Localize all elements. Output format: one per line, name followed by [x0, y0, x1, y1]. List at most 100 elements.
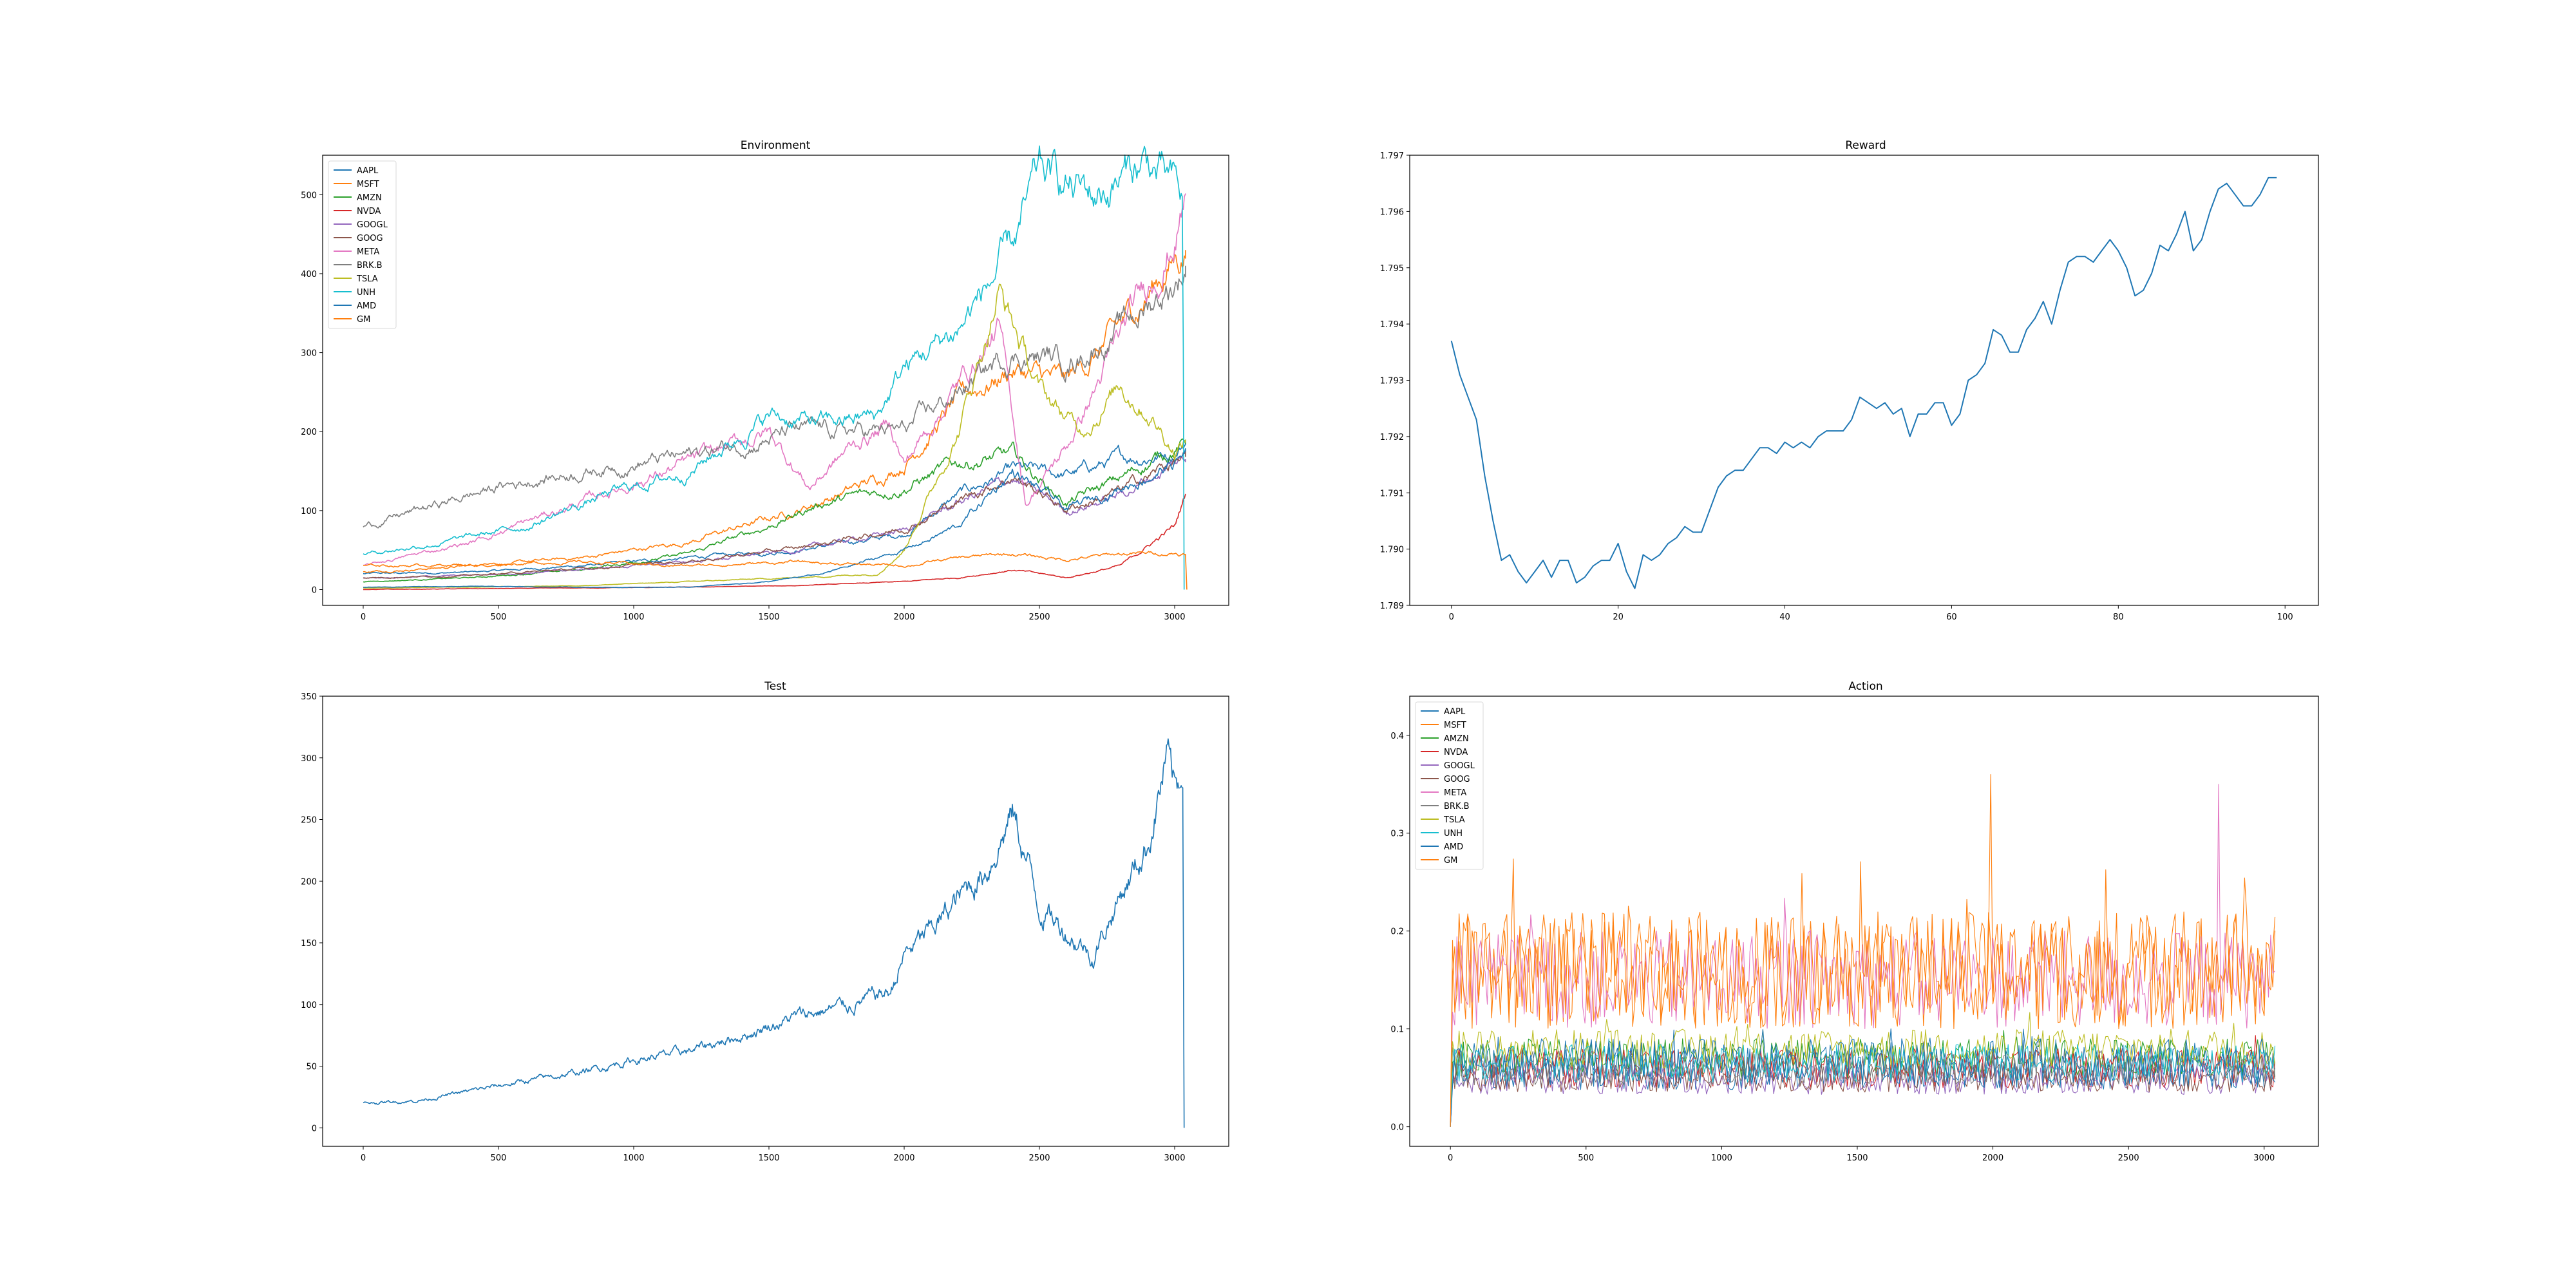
- y-tick-label: 0.3: [1390, 829, 1404, 839]
- legend-label: MSFT: [1444, 721, 1466, 730]
- action-plot: 0 500 1000 1500 2000 2500 3000 0.0 0.1 0.2 0.3 0.4 A…: [1390, 696, 2319, 1163]
- legend-label: AAPL: [357, 166, 379, 176]
- legend-label: AMD: [1444, 842, 1463, 852]
- legend-label: META: [1444, 788, 1466, 798]
- axes-frame: [1409, 696, 2319, 1147]
- legend-label: TSLA: [356, 274, 378, 284]
- y-tick-label: 0: [312, 1124, 317, 1133]
- reward-title: Reward: [1845, 139, 1886, 152]
- y-tick-label: 500: [301, 191, 317, 200]
- legend-label: AMZN: [357, 193, 382, 203]
- action-line-tsla: [1450, 1012, 2276, 1127]
- x-tick-label: 0: [361, 612, 366, 622]
- y-tick-label: 1.796: [1380, 207, 1404, 217]
- x-tick-label: 2500: [1028, 612, 1050, 622]
- y-tick-label: 1.793: [1380, 377, 1404, 386]
- y-tick-label: 200: [301, 428, 317, 437]
- series-line-meta: [363, 193, 1186, 566]
- y-tick-label: 100: [301, 1001, 317, 1010]
- legend-label: BRK.B: [357, 261, 383, 270]
- x-tick-label: 3000: [2253, 1153, 2275, 1163]
- x-tick-label: 2500: [2118, 1153, 2139, 1163]
- legend-label: GOOG: [1444, 775, 1470, 784]
- x-tick-label: 1000: [623, 1153, 644, 1163]
- x-tick-label: 80: [2113, 612, 2124, 622]
- y-tick-label: 1.792: [1380, 433, 1404, 442]
- y-tick-label: 50: [306, 1063, 317, 1072]
- legend: AAPL MSFT AMZN NVDA GOOGL GOOG META BRK.B TSLA UN…: [1415, 701, 1484, 870]
- action-line-meta: [1450, 784, 2275, 1127]
- axes-frame: [322, 155, 1229, 606]
- series-line-amd: [363, 448, 1186, 589]
- y-tick-label: 100: [301, 507, 317, 516]
- x-tick-label: 500: [1578, 1153, 1594, 1163]
- legend: AAPL MSFT AMZN NVDA GOOGL GOOG META BRK.B TSLA UN…: [328, 160, 397, 329]
- x-tick-label: 40: [1779, 612, 1790, 622]
- test-plot: 0 500 1000 1500 2000 2500 3000 0 50 100 150 200 250 3…: [301, 692, 1229, 1163]
- x-tick-label: 2000: [893, 612, 914, 622]
- legend-label: GM: [357, 315, 370, 325]
- action-line-gm: [1450, 861, 2276, 1127]
- test-title: Test: [764, 680, 786, 693]
- action-line-brk-b: [1450, 1034, 2276, 1127]
- x-tick-label: 2000: [1982, 1153, 2003, 1163]
- legend-label: GOOG: [357, 234, 383, 243]
- y-tick-label: 200: [301, 877, 317, 887]
- series-line-msft: [363, 250, 1186, 574]
- y-tick-label: 300: [301, 349, 317, 359]
- x-tick-label: 500: [491, 612, 507, 622]
- y-tick-label: 400: [301, 270, 317, 279]
- legend-label: AAPL: [1444, 707, 1466, 717]
- y-tick-label: 350: [301, 692, 317, 702]
- x-tick-label: 3000: [1164, 1153, 1185, 1163]
- legend-label: AMZN: [1444, 734, 1469, 744]
- axes-frame: [1409, 155, 2319, 606]
- legend-label: BRK.B: [1444, 802, 1470, 811]
- environment-plot: 0 500 1000 1500 2000 2500 3000 0 100 200 300 400 500…: [301, 145, 1229, 622]
- legend-box: [328, 160, 397, 329]
- reward-line: [1450, 176, 2277, 589]
- series-line-unh: [363, 145, 1185, 590]
- y-tick-label: 1.794: [1380, 320, 1404, 330]
- y-tick-label: 1.789: [1380, 601, 1404, 611]
- x-tick-label: 0: [361, 1153, 366, 1163]
- x-tick-label: 1000: [1711, 1153, 1732, 1163]
- reward-panel: Reward 0 20 40 60 80 100 1.789 1.790 1.791 1.792 1…: [1380, 139, 2319, 622]
- series-line-amzn: [363, 438, 1186, 583]
- x-tick-label: 100: [2277, 612, 2293, 622]
- action-title: Action: [1848, 680, 1882, 693]
- x-tick-label: 1500: [758, 612, 779, 622]
- action-panel: Action 0 500 1000 1500 2000 2500 3000 0.0 0.1 0.2…: [1390, 680, 2319, 1163]
- x-tick-label: 60: [1946, 612, 1957, 622]
- series-line-goog: [363, 449, 1186, 579]
- y-tick-label: 1.797: [1380, 151, 1404, 161]
- environment-panel: Environment 0 500 1000 1500 2000 2500 3000 0 100…: [301, 139, 1229, 622]
- y-tick-label: 0.4: [1390, 732, 1404, 741]
- y-tick-label: 1.791: [1380, 489, 1404, 498]
- legend-label: UNH: [357, 288, 375, 298]
- x-tick-label: 0: [1449, 612, 1454, 622]
- x-tick-label: 1000: [623, 612, 644, 622]
- reward-plot: 0 20 40 60 80 100 1.789 1.790 1.791 1.792 1.793 1.7…: [1380, 151, 2319, 622]
- series-line-aapl: [363, 439, 1186, 575]
- x-tick-label: 2500: [1028, 1153, 1050, 1163]
- legend-label: UNH: [1444, 829, 1463, 838]
- y-tick-label: 0.2: [1390, 927, 1404, 937]
- legend-label: MSFT: [357, 180, 379, 189]
- y-tick-label: 0.0: [1390, 1123, 1404, 1133]
- action-line-amd: [1450, 1029, 2276, 1127]
- y-tick-label: 300: [301, 754, 317, 764]
- x-tick-label: 2000: [893, 1153, 914, 1163]
- legend-label: NVDA: [357, 207, 381, 216]
- y-tick-label: 250: [301, 816, 317, 826]
- legend-label: GM: [1444, 856, 1457, 866]
- series-line-gm: [363, 551, 1188, 590]
- x-tick-label: 1500: [758, 1153, 779, 1163]
- y-tick-label: 1.795: [1380, 264, 1404, 274]
- y-tick-label: 1.790: [1380, 545, 1404, 555]
- legend-box: [1415, 701, 1484, 870]
- legend-label: GOOGL: [357, 220, 388, 230]
- x-tick-label: 3000: [1164, 612, 1185, 622]
- x-tick-label: 0: [1448, 1153, 1453, 1163]
